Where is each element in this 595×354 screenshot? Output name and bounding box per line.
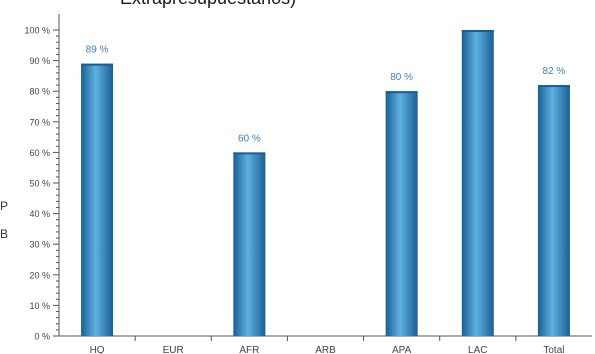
y-tick-label: 60 % bbox=[29, 148, 50, 158]
x-tick-label: EUR bbox=[163, 345, 184, 354]
side-fragment: P bbox=[0, 199, 8, 213]
y-axis: 0 % 10 % 20 % 30 % 40 % 50 % 60 % 70 % 80 % 90 % 1… bbox=[24, 14, 60, 342]
y-tick-label: 30 % bbox=[29, 240, 50, 250]
bar bbox=[81, 63, 114, 336]
y-tick-label: 20 % bbox=[29, 270, 50, 280]
chart-title: Extrapresupuestarios) bbox=[120, 0, 296, 9]
bars bbox=[81, 30, 570, 336]
x-tick-label: ARB bbox=[315, 345, 336, 354]
y-tick-label: 40 % bbox=[29, 209, 50, 219]
data-labels: 89 % 60 % 80 % 82 % bbox=[86, 45, 566, 145]
y-tick-label: 0 % bbox=[34, 332, 50, 342]
bar-cap bbox=[385, 91, 418, 94]
data-label: 82 % bbox=[543, 66, 566, 77]
y-tick-label: 10 % bbox=[29, 301, 50, 311]
bar-cap bbox=[81, 63, 114, 66]
y-tick-label: 50 % bbox=[29, 179, 50, 189]
chart-title-clip: Extrapresupuestarios) bbox=[100, 0, 420, 12]
side-fragment: B bbox=[0, 227, 8, 241]
side-text-fragments: P B bbox=[0, 192, 8, 248]
data-label: 60 % bbox=[238, 133, 261, 144]
y-tick-label: 100 % bbox=[24, 26, 50, 36]
x-tick-label: AFR bbox=[239, 345, 259, 354]
x-tick-label: HQ bbox=[90, 345, 105, 354]
bar-cap bbox=[233, 152, 266, 155]
x-axis: HQ EUR AFR ARB APA LAC Total bbox=[59, 335, 592, 354]
bar bbox=[233, 152, 266, 336]
y-tick-label: 70 % bbox=[29, 117, 50, 127]
bar bbox=[385, 91, 418, 336]
data-label: 89 % bbox=[86, 45, 109, 56]
data-label: 80 % bbox=[390, 72, 413, 83]
bar-cap bbox=[537, 85, 570, 88]
x-tick-label: LAC bbox=[468, 345, 487, 354]
x-tick-label: APA bbox=[392, 345, 412, 354]
y-tick-label: 80 % bbox=[29, 87, 50, 97]
bar bbox=[461, 30, 494, 336]
x-tick-label: Total bbox=[543, 345, 564, 354]
bar-cap bbox=[461, 30, 494, 32]
bar bbox=[537, 85, 570, 336]
y-tick-label: 90 % bbox=[29, 56, 50, 66]
